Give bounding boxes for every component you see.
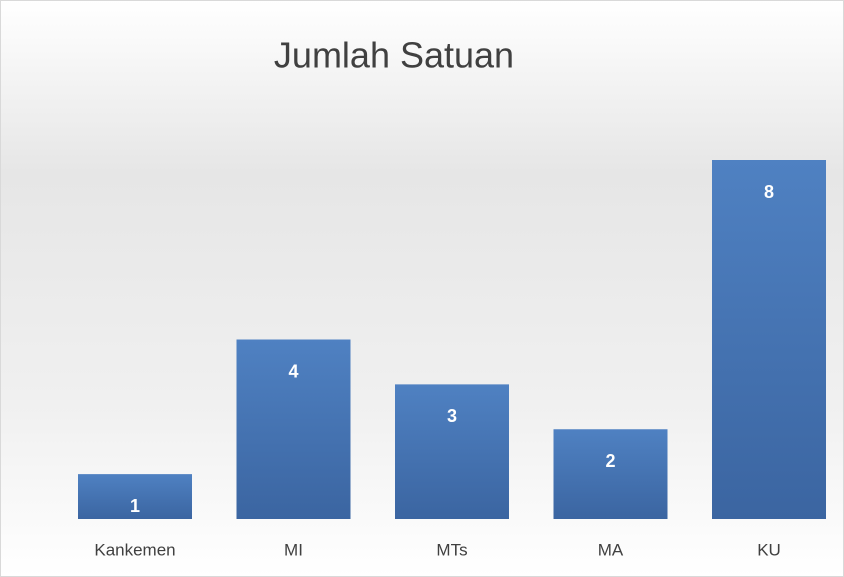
data-label: 8 bbox=[764, 182, 774, 202]
x-tick-label: MI bbox=[284, 540, 303, 559]
x-tick-label: MA bbox=[598, 540, 624, 559]
x-tick-label: KU bbox=[757, 540, 781, 559]
data-label: 2 bbox=[605, 451, 615, 471]
x-tick-label: MTs bbox=[436, 540, 467, 559]
data-label: 1 bbox=[130, 496, 140, 516]
bar bbox=[553, 429, 668, 519]
data-label: 3 bbox=[447, 406, 457, 426]
bar bbox=[236, 339, 351, 519]
bar bbox=[395, 384, 509, 519]
bar bbox=[78, 474, 192, 519]
chart-title: Jumlah Satuan bbox=[274, 35, 514, 76]
x-tick-label: Kankemen bbox=[94, 540, 175, 559]
bar bbox=[712, 160, 826, 519]
data-label: 4 bbox=[288, 361, 298, 381]
